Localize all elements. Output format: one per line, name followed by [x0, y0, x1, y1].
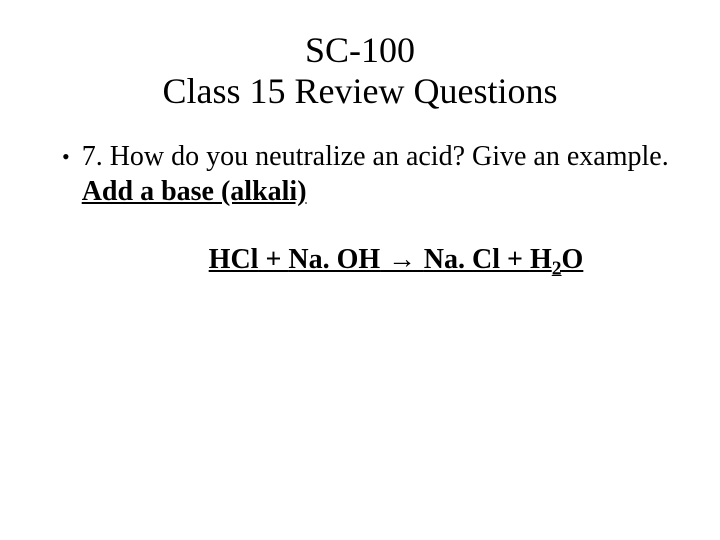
question-text: 7. How do you neutralize an acid? Give a… — [82, 141, 669, 172]
eq-rhs1: Na. Cl — [424, 244, 500, 275]
eq-rhs2-sub: 2 — [552, 258, 562, 279]
title-line-1: SC-100 — [50, 30, 670, 71]
title-block: SC-100 Class 15 Review Questions — [50, 30, 670, 113]
bullet-item: • 7. How do you neutralize an acid? Give… — [62, 139, 670, 209]
bullet-marker: • — [62, 139, 70, 170]
equation-row: HCl + Na. OH → Na. Cl + H2O — [62, 243, 670, 281]
arrow-icon: → — [380, 243, 424, 274]
eq-lhs1: HCl — [209, 244, 259, 275]
eq-plus2: + — [500, 244, 530, 275]
eq-rhs2-prefix: H — [530, 244, 552, 275]
title-line-2: Class 15 Review Questions — [50, 71, 670, 112]
bullet-text: 7. How do you neutralize an acid? Give a… — [82, 139, 670, 209]
answer-text: Add a base (alkali) — [82, 176, 307, 207]
body: • 7. How do you neutralize an acid? Give… — [50, 139, 670, 281]
chemical-equation: HCl + Na. OH → Na. Cl + H2O — [209, 243, 584, 281]
slide: SC-100 Class 15 Review Questions • 7. Ho… — [0, 0, 720, 540]
eq-lhs2: Na. OH — [288, 244, 380, 275]
eq-plus1: + — [258, 244, 288, 275]
eq-rhs2-suffix: O — [562, 244, 584, 275]
